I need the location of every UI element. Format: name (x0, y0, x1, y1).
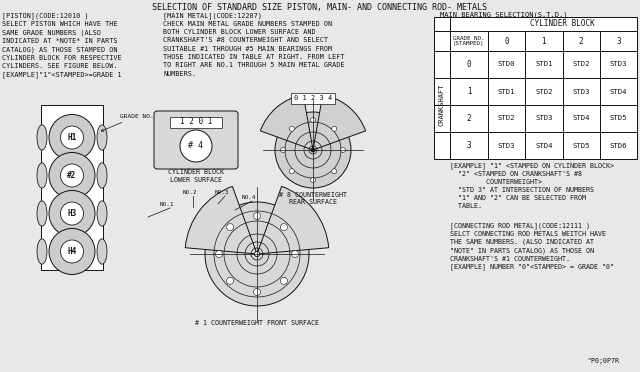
Text: STD2: STD2 (572, 61, 590, 67)
Text: 0: 0 (504, 36, 509, 45)
Text: STD4: STD4 (572, 115, 590, 122)
Wedge shape (257, 186, 329, 254)
Circle shape (49, 153, 95, 199)
Text: NO.4: NO.4 (242, 195, 257, 200)
Ellipse shape (97, 239, 107, 264)
Text: SELECTION OF STANDARD SIZE PISTON, MAIN- AND CONNECTING ROD- METALS: SELECTION OF STANDARD SIZE PISTON, MAIN-… (152, 3, 488, 12)
Circle shape (253, 289, 260, 295)
Circle shape (291, 250, 298, 257)
Circle shape (275, 112, 351, 188)
Ellipse shape (97, 125, 107, 150)
Circle shape (340, 148, 346, 153)
Circle shape (61, 202, 83, 225)
Text: [MAIN METAL](CODE:12207)
CHECK MAIN METAL GRADE NUMBERS STAMPED ON
BOTH CYLINDER: [MAIN METAL](CODE:12207) CHECK MAIN META… (163, 12, 344, 77)
Text: STD3: STD3 (498, 142, 515, 148)
Circle shape (280, 148, 285, 153)
Text: [EXAMPLE] "1" <STAMPED ON CYLINDER BLOCK>
  "2" <STAMPED ON CRANKSHAFT'S #8
    : [EXAMPLE] "1" <STAMPED ON CYLINDER BLOCK… (450, 162, 614, 209)
Text: 1 2 0 1: 1 2 0 1 (180, 117, 212, 126)
Text: H3: H3 (67, 209, 77, 218)
Circle shape (61, 240, 83, 263)
Text: CYLINDER BLOCK: CYLINDER BLOCK (530, 19, 595, 29)
Text: CRANKSHAFT: CRANKSHAFT (439, 84, 445, 126)
Circle shape (289, 126, 294, 131)
Circle shape (280, 224, 287, 231)
Circle shape (227, 278, 234, 284)
Text: STD1: STD1 (498, 89, 515, 94)
Text: MAIN BEARING SELECTION(S.T.D.): MAIN BEARING SELECTION(S.T.D.) (440, 12, 568, 19)
Text: 3: 3 (467, 141, 471, 150)
Text: CYLINDER BLOCK
LOWER SURFACE: CYLINDER BLOCK LOWER SURFACE (168, 169, 224, 183)
Text: #2: #2 (67, 171, 77, 180)
Text: STD2: STD2 (498, 115, 515, 122)
Wedge shape (313, 95, 365, 150)
Bar (41, 105, 103, 269)
Text: 1: 1 (541, 36, 546, 45)
Circle shape (61, 164, 83, 187)
Text: NO.1: NO.1 (160, 202, 175, 207)
Circle shape (253, 212, 260, 219)
Text: NO.2: NO.2 (183, 190, 198, 195)
Text: NO.3: NO.3 (215, 190, 230, 195)
Circle shape (180, 130, 212, 162)
Text: GRADE NO.
(STAMPED): GRADE NO. (STAMPED) (453, 36, 484, 46)
Text: STD3: STD3 (610, 61, 627, 67)
Text: STD0: STD0 (498, 61, 515, 67)
Wedge shape (260, 95, 313, 150)
Ellipse shape (97, 201, 107, 226)
Wedge shape (185, 186, 257, 254)
Text: STD4: STD4 (610, 89, 627, 94)
Circle shape (289, 169, 294, 174)
Text: STD3: STD3 (572, 89, 590, 94)
Circle shape (310, 177, 316, 183)
Circle shape (49, 115, 95, 160)
Bar (291, 93, 335, 103)
Text: STD3: STD3 (535, 115, 552, 122)
Bar (170, 117, 222, 128)
Ellipse shape (37, 125, 47, 150)
Text: STD1: STD1 (535, 61, 552, 67)
Text: # 4: # 4 (189, 141, 204, 151)
Circle shape (49, 228, 95, 275)
Text: # 8 COUNTERWEIGHT
REAR SURFACE: # 8 COUNTERWEIGHT REAR SURFACE (279, 192, 347, 205)
Text: 3: 3 (616, 36, 621, 45)
Text: GRADE NO.: GRADE NO. (101, 113, 154, 131)
Text: STD5: STD5 (572, 142, 590, 148)
Circle shape (280, 278, 287, 284)
Text: STD5: STD5 (610, 115, 627, 122)
Circle shape (227, 224, 234, 231)
Circle shape (311, 148, 315, 152)
FancyBboxPatch shape (154, 111, 238, 169)
Text: H4: H4 (67, 247, 77, 256)
Ellipse shape (37, 201, 47, 226)
Text: STD4: STD4 (535, 142, 552, 148)
Text: ^P0;0P7R: ^P0;0P7R (588, 358, 620, 364)
Text: [PISTON](CODE:12010 )
SELECT PISTON WHICH HAVE THE
SAME GRADE NUMBERS (ALSO
INDI: [PISTON](CODE:12010 ) SELECT PISTON WHIC… (2, 12, 122, 78)
Circle shape (205, 202, 309, 306)
Circle shape (61, 126, 83, 149)
Text: 2: 2 (467, 114, 471, 123)
Circle shape (332, 126, 337, 131)
Circle shape (216, 250, 223, 257)
Circle shape (255, 251, 259, 257)
Text: 0: 0 (467, 60, 471, 69)
Bar (434, 17, 637, 159)
Circle shape (332, 169, 337, 174)
Text: 0 1 2 3 4: 0 1 2 3 4 (294, 95, 332, 101)
Text: STD6: STD6 (610, 142, 627, 148)
Text: STD2: STD2 (535, 89, 552, 94)
Text: H1: H1 (67, 133, 77, 142)
Ellipse shape (37, 163, 47, 188)
Ellipse shape (37, 239, 47, 264)
Text: 1: 1 (467, 87, 471, 96)
Text: [CONNECTING ROD METAL](CODE:12111 )
SELCT CONNECTING ROD METALS WEITCH HAVE
THE : [CONNECTING ROD METAL](CODE:12111 ) SELC… (450, 222, 614, 270)
Text: 2: 2 (579, 36, 584, 45)
Ellipse shape (97, 163, 107, 188)
Circle shape (49, 190, 95, 237)
Circle shape (310, 118, 316, 122)
Text: # 1 COUNTERWEIGHT FRONT SURFACE: # 1 COUNTERWEIGHT FRONT SURFACE (195, 320, 319, 326)
